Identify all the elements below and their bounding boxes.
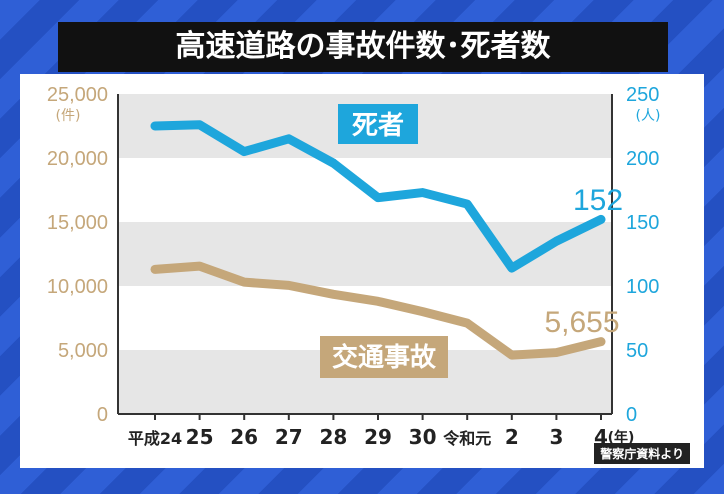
x-tick-label: 29: [364, 425, 392, 449]
right-tick-label: 200: [626, 148, 659, 170]
right-tick-label: 100: [626, 276, 659, 298]
x-tick-label: 2: [505, 425, 519, 449]
left-tick-label: 25,000: [47, 84, 108, 106]
right-tick-label: 150: [626, 212, 659, 234]
x-tick-label: 27: [275, 425, 303, 449]
accidents-label-box: [320, 336, 448, 378]
x-tick-label: 平成24: [128, 429, 182, 448]
left-tick-label: 10,000: [47, 276, 108, 298]
right-tick-label: 50: [626, 340, 648, 362]
left-tick-label: 5,000: [58, 340, 108, 362]
deaths-label-box: [338, 104, 418, 144]
left-tick-label: 0: [97, 404, 108, 426]
left-tick-label: 15,000: [47, 212, 108, 234]
deaths-end-label: 152: [573, 184, 623, 217]
x-axis-suffix: (年): [608, 429, 635, 446]
right-tick-label: 250: [626, 84, 659, 106]
x-tick-label: 令和元: [442, 429, 491, 448]
left-tick-label: 20,000: [47, 148, 108, 170]
x-tick-label: 25: [186, 425, 214, 449]
chart-title: 高速道路の事故件数･死者数: [58, 22, 668, 72]
chart-panel: 0 5,000 10,000 15,000 20,000 25,000 (件) 0 50 100 1…: [20, 74, 704, 468]
accidents-series-label: 交通事故: [332, 342, 436, 373]
x-tick-label: 26: [230, 425, 258, 449]
right-axis-unit: (人): [636, 108, 661, 124]
x-tick-label: 28: [319, 425, 347, 449]
deaths-series-label: 死者: [352, 111, 404, 141]
right-tick-label: 0: [626, 404, 637, 426]
source-note: 警察庁資料より: [594, 443, 690, 464]
chart-svg: 0 5,000 10,000 15,000 20,000 25,000 (件) 0 50 100 1…: [47, 84, 661, 449]
left-axis-unit: (件): [56, 108, 81, 124]
accidents-end-label: 5,655: [544, 306, 619, 339]
x-tick-label: 3: [549, 425, 563, 449]
x-tick-label: 30: [409, 425, 437, 449]
